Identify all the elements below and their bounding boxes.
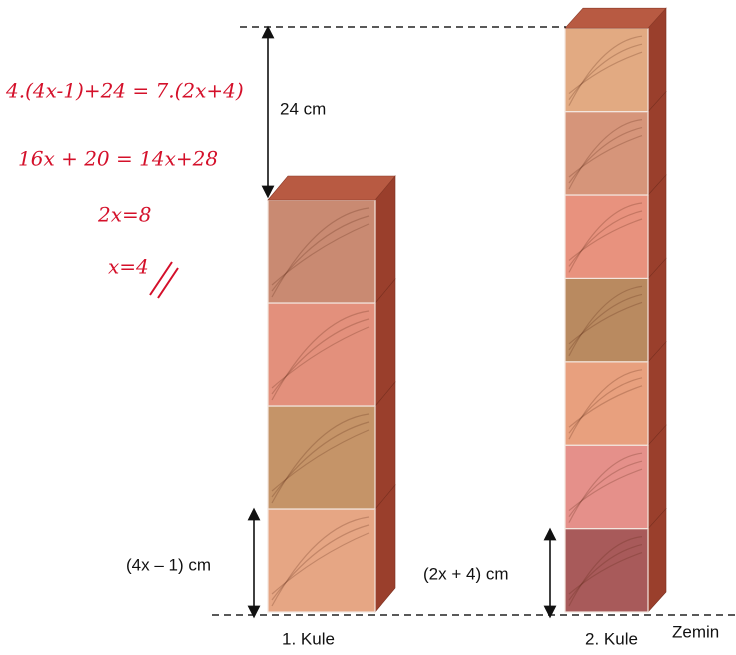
cube-front [564, 277, 649, 363]
cube-top [267, 175, 396, 201]
wood-grain [271, 326, 370, 389]
cube-front [564, 110, 649, 196]
wood-grain [271, 524, 370, 601]
wood-grain [568, 377, 643, 434]
wood-grain [568, 202, 643, 273]
cube-front [564, 444, 649, 530]
wood-grain [271, 429, 370, 492]
wood-grain [271, 223, 370, 286]
wood-grain [568, 285, 643, 357]
wood-grain [568, 35, 643, 106]
wood-grain [568, 369, 643, 440]
cube-top [564, 7, 667, 29]
gap-label: 24 cm [280, 99, 326, 118]
wood-grain [568, 218, 643, 261]
cube-front [267, 508, 376, 613]
cube-front [267, 405, 376, 510]
equation: 16x + 20 = 14x+28 [18, 147, 218, 171]
wood-grain [568, 460, 643, 517]
equation: x=4 [108, 255, 149, 279]
wood-grain [568, 135, 643, 178]
cube-front [564, 27, 649, 113]
wood-grain [271, 421, 370, 498]
cube-front [267, 302, 376, 407]
cube-front [267, 199, 376, 304]
wood-grain [271, 318, 370, 395]
wood-grain [568, 385, 643, 428]
wood-grain [271, 532, 370, 595]
tower1-label: 1. Kule [282, 629, 335, 648]
wood-grain [271, 207, 370, 298]
wood-grain [271, 516, 370, 607]
wood-grain [568, 127, 643, 184]
wood-grain [568, 468, 643, 512]
wood-grain [568, 119, 643, 190]
wood-grain [271, 413, 370, 504]
wood-grain [568, 552, 643, 595]
cube-front [564, 194, 649, 280]
wood-grain [271, 215, 370, 292]
wood-grain [568, 536, 643, 607]
wood-grain [568, 210, 643, 267]
wood-grain [271, 310, 370, 401]
wood-grain [568, 544, 643, 601]
equation: 4.(4x-1)+24 = 7.(2x+4) [5, 79, 244, 103]
wood-grain [568, 51, 643, 95]
cube-front [564, 527, 649, 613]
equation: 2x=8 [97, 203, 152, 227]
cube2-label: (2x + 4) cm [423, 564, 509, 583]
cube-front [564, 361, 649, 446]
wood-grain [568, 293, 643, 351]
wood-grain [568, 452, 643, 523]
ground-label: Zemin [672, 622, 719, 641]
cube1-label: (4x – 1) cm [126, 555, 211, 574]
wood-grain [568, 43, 643, 100]
wood-grain [568, 301, 643, 345]
underline-mark [149, 261, 179, 299]
towers [267, 7, 667, 613]
tower2-label: 2. Kule [585, 629, 638, 648]
